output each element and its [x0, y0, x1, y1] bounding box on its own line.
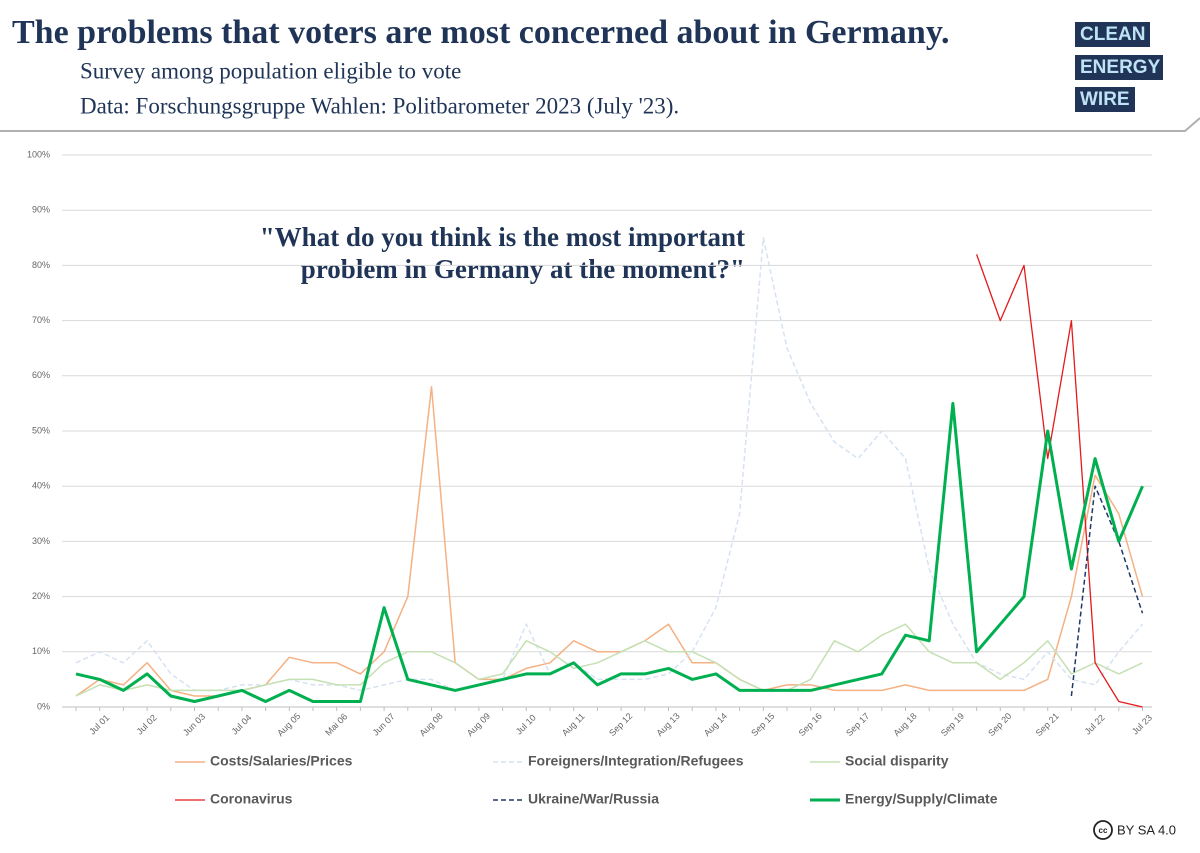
y-tick-label: 50% [32, 425, 50, 435]
y-tick-label: 100% [27, 149, 50, 159]
license: BY SA 4.0 [1117, 822, 1176, 837]
y-tick-label: 10% [32, 646, 50, 656]
y-tick-label: 80% [32, 260, 50, 270]
legend-label: Social disparity [845, 753, 949, 769]
legend-label: Energy/Supply/Climate [845, 791, 998, 807]
legend-label: Foreigners/Integration/Refugees [528, 753, 744, 769]
logo-box [1075, 22, 1150, 47]
y-tick-label: 0% [37, 701, 50, 711]
annotation: "What do you think is the most important [260, 222, 745, 252]
cc-icon-text: cc [1099, 826, 1108, 835]
y-tick-label: 60% [32, 370, 50, 380]
logo-text: ENERGY [1080, 57, 1161, 78]
chart-subtitle: Survey among population eligible to vote [80, 58, 461, 83]
legend-label: Ukraine/War/Russia [528, 791, 659, 807]
legend-label: Coronavirus [210, 791, 293, 807]
y-tick-label: 20% [32, 591, 50, 601]
series-line [75, 401, 1144, 703]
series-line [75, 623, 1143, 697]
y-tick-label: 70% [32, 315, 50, 325]
series-line [1070, 485, 1144, 697]
header-border [0, 117, 1200, 132]
cc-icon [1093, 820, 1113, 840]
annotation: problem in Germany at the moment?" [301, 254, 745, 284]
source: Data: Forschungsgruppe Wahlen: Politbaro… [80, 93, 679, 118]
logo-box [1075, 87, 1135, 112]
y-tick-label: 30% [32, 536, 50, 546]
logo-text: WIRE [1080, 89, 1130, 110]
logo-box [1075, 55, 1163, 80]
legend-label: Costs/Salaries/Prices [210, 753, 353, 769]
logo-text: CLEAN [1080, 24, 1145, 45]
chart-title: The problems that voters are most concer… [12, 14, 949, 51]
y-tick-label: 90% [32, 205, 50, 215]
series-line [975, 254, 1143, 708]
y-tick-label: 40% [32, 481, 50, 491]
